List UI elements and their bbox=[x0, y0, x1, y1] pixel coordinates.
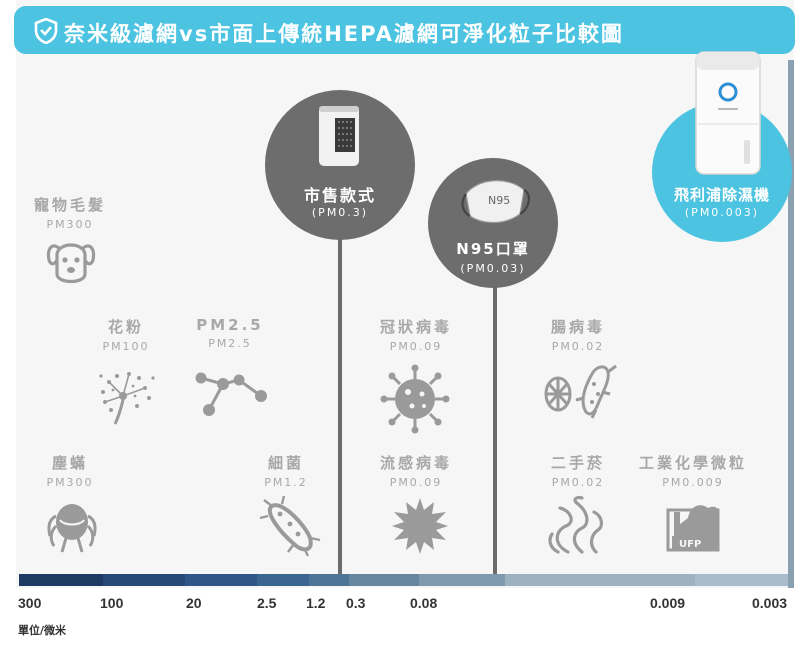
particle-pet-hair: 寵物毛髮 PM300 bbox=[33, 196, 106, 231]
scale-segment bbox=[185, 574, 257, 586]
particle-enterovirus: 腸病毒 PM0.02 bbox=[550, 318, 605, 353]
philips-label: 飛利浦除濕機 bbox=[673, 186, 770, 204]
ufp-badge-text: UFP bbox=[679, 539, 701, 550]
ufp-factory-icon: UFP bbox=[666, 505, 720, 552]
enterovirus-icon bbox=[544, 364, 617, 419]
scale-tick: 0.009 bbox=[650, 595, 686, 611]
n95-filter-line bbox=[493, 260, 497, 576]
scale-tick: 0.003 bbox=[752, 595, 788, 611]
particle-dust-mite: 塵蟎 PM300 bbox=[46, 454, 94, 489]
scale-segment bbox=[257, 574, 309, 586]
scale-tick: 0.3 bbox=[346, 595, 366, 611]
particle-industrial-chemical: 工業化學微粒 PM0.009 bbox=[638, 454, 747, 489]
unit-label: 單位/微米 bbox=[18, 624, 67, 637]
diagram-panel bbox=[16, 0, 794, 588]
n95-size: (PM0.03) bbox=[460, 262, 526, 275]
philips-dehumidifier-icon bbox=[695, 51, 761, 175]
scale-segment bbox=[309, 574, 349, 586]
scale-tick: 1.2 bbox=[306, 595, 326, 611]
page-title: 奈米級濾網vs市面上傳統HEPA濾網可淨化粒子比較圖 bbox=[64, 22, 624, 46]
smoke-icon bbox=[548, 495, 604, 554]
coronavirus-icon bbox=[380, 364, 450, 434]
panel-right-edge bbox=[788, 60, 794, 588]
market-purifier-marker: 市售款式 (PM0.3) bbox=[265, 90, 415, 240]
particle-size-scale-bar bbox=[19, 574, 788, 586]
n95-mask-icon: N95 bbox=[461, 180, 530, 224]
pm25-molecule-icon bbox=[195, 372, 267, 416]
scale-segment bbox=[505, 574, 695, 586]
shield-check-icon bbox=[34, 18, 58, 44]
scale-tick: 300 bbox=[18, 595, 42, 611]
pet-dog-icon bbox=[46, 243, 96, 284]
scale-segment bbox=[695, 574, 788, 586]
particle-secondhand-smoke: 二手菸 PM0.02 bbox=[550, 454, 605, 489]
flu-virus-icon bbox=[392, 498, 448, 554]
n95-label: N95口罩 bbox=[456, 240, 530, 258]
particle-pm25: PM2.5 PM2.5 bbox=[196, 316, 264, 350]
particle-coronavirus: 冠狀病毒 PM0.09 bbox=[379, 318, 452, 353]
n95-mask-marker: N95 N95口罩 (PM0.03) bbox=[428, 158, 558, 288]
scale-segment bbox=[419, 574, 505, 586]
market-label: 市售款式 bbox=[303, 186, 376, 205]
particle-pollen: 花粉 PM100 bbox=[102, 318, 150, 353]
n95-mask-text: N95 bbox=[488, 194, 510, 207]
market-size: (PM0.3) bbox=[311, 206, 369, 219]
scale-tick: 0.08 bbox=[410, 595, 438, 611]
scale-tick: 2.5 bbox=[257, 595, 277, 611]
particle-flu-virus: 流感病毒 PM0.09 bbox=[379, 454, 452, 489]
market-filter-line bbox=[338, 200, 342, 576]
scale-segment bbox=[349, 574, 419, 586]
philips-size: (PM0.003) bbox=[684, 206, 760, 219]
title-banner: 奈米級濾網vs市面上傳統HEPA濾網可淨化粒子比較圖 bbox=[14, 6, 795, 54]
scale-segment bbox=[19, 574, 103, 586]
bacteria-icon bbox=[259, 496, 321, 557]
scale-tick: 100 bbox=[100, 595, 124, 611]
pollen-icon bbox=[99, 372, 155, 425]
particle-bacteria: 細菌 PM1.2 bbox=[264, 454, 308, 489]
scale-tick: 20 bbox=[186, 595, 202, 611]
scale-segment bbox=[103, 574, 185, 586]
dust-mite-icon bbox=[47, 504, 97, 553]
air-purifier-icon bbox=[319, 106, 359, 166]
